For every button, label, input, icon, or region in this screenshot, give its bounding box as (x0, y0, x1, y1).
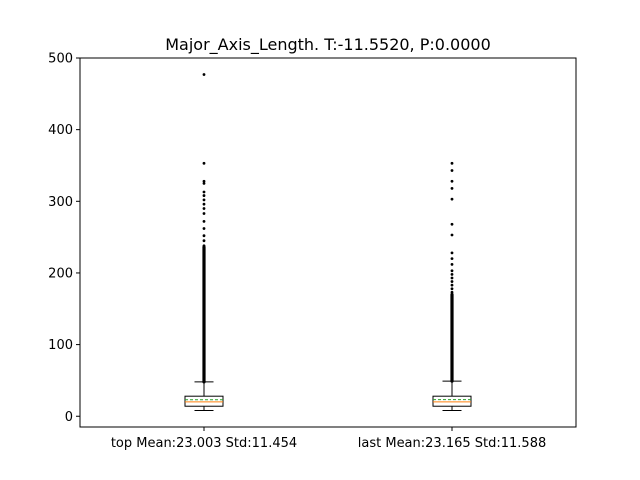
outlier-point (202, 234, 206, 238)
outlier-point (450, 222, 454, 226)
outlier-point (202, 244, 206, 248)
outlier-point (202, 202, 206, 206)
outlier-point (202, 179, 206, 183)
outlier-point (450, 197, 454, 201)
box-iqr (432, 395, 472, 407)
chart-title: Major_Axis_Length. T:-11.5520, P:0.0000 (165, 35, 491, 55)
outlier-point (450, 257, 454, 261)
y-tick-label: 200 (48, 266, 73, 281)
outlier-point (202, 190, 206, 194)
y-tick-label: 400 (48, 123, 73, 138)
y-tick-label: 0 (65, 410, 73, 425)
outlier-point (202, 219, 206, 223)
outlier-point (450, 161, 454, 165)
outlier-point (202, 194, 206, 197)
outlier-point (450, 251, 454, 255)
outlier-point (202, 212, 206, 215)
x-tick-label: last Mean:23.165 Std:11.588 (358, 436, 546, 451)
y-tick-label: 500 (48, 52, 73, 67)
outlier-point (450, 280, 454, 283)
outlier-point (450, 272, 454, 276)
outlier-point (450, 276, 454, 280)
outlier-point (450, 287, 454, 291)
outlier-point (450, 290, 454, 294)
plot-frame (79, 57, 577, 428)
y-tick-label: 300 (48, 195, 73, 210)
outlier-point (450, 179, 454, 183)
outlier-point (450, 283, 454, 287)
y-tick-label: 100 (48, 338, 73, 353)
outlier-point (202, 227, 206, 230)
box-group (184, 73, 224, 412)
outlier-point (202, 181, 206, 185)
outlier-point (202, 161, 206, 165)
outlier-point (450, 262, 454, 266)
box-group (432, 161, 472, 412)
box-iqr (184, 395, 224, 407)
outlier-point (450, 233, 454, 237)
x-tick-label: top Mean:23.003 Std:11.454 (111, 436, 297, 451)
outlier-point (202, 73, 206, 76)
outlier-point (450, 187, 454, 190)
outlier-point (202, 198, 206, 202)
outlier-point (202, 207, 206, 210)
outlier-point (450, 269, 454, 273)
outlier-point (450, 169, 454, 172)
outlier-point (202, 239, 206, 243)
plot-area (184, 73, 472, 412)
axes: 0 100 200 300 400 500 top Mean:23.003 Std:11.4… (48, 52, 577, 451)
